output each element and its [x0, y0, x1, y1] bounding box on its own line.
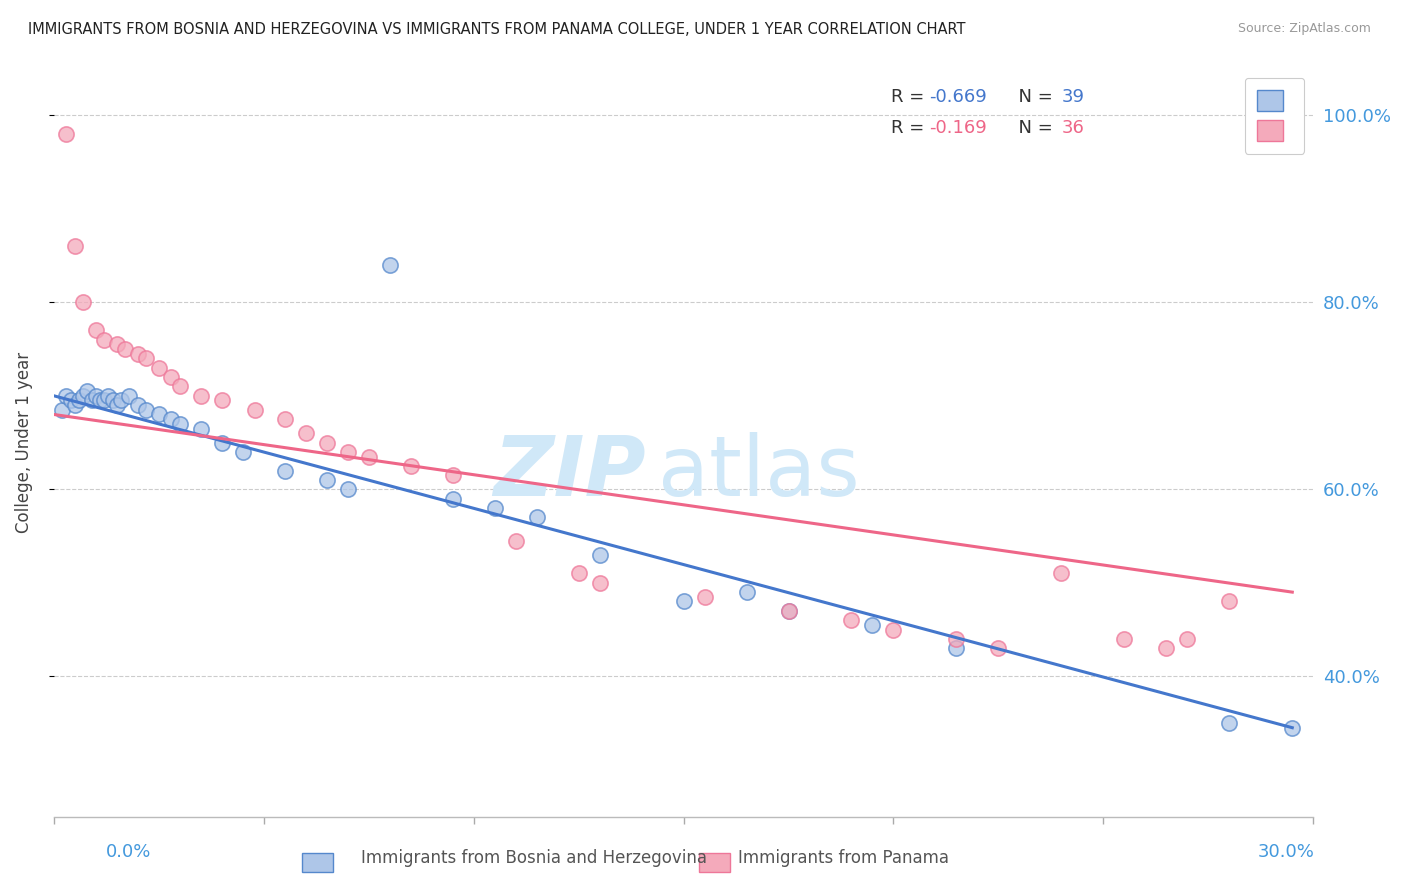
Text: R =: R = [891, 88, 931, 106]
Point [190, 421, 212, 435]
Point [1175, 632, 1198, 646]
Point [1114, 632, 1136, 646]
Point [211, 435, 233, 450]
Point [160, 370, 183, 384]
Point [51, 402, 73, 417]
Text: 39: 39 [1062, 88, 1084, 106]
Point [80, 393, 103, 408]
Point [336, 483, 359, 497]
Point [1050, 566, 1073, 581]
Point [357, 450, 380, 464]
Point [568, 566, 591, 581]
Legend: , : , [1244, 78, 1305, 153]
Point [118, 389, 141, 403]
Point [76, 384, 98, 398]
Point [89, 393, 111, 408]
Point [672, 594, 695, 608]
Point [274, 464, 297, 478]
Point [72, 295, 94, 310]
Point [135, 402, 157, 417]
Point [1218, 716, 1240, 731]
Point [245, 402, 267, 417]
Point [378, 258, 401, 272]
Text: N =: N = [1007, 88, 1059, 106]
Text: R =: R = [891, 120, 931, 137]
Point [232, 445, 254, 459]
Point [441, 468, 464, 483]
Point [841, 613, 863, 627]
Y-axis label: College, Under 1 year: College, Under 1 year [15, 352, 32, 533]
Point [441, 491, 464, 506]
Point [101, 393, 124, 408]
Point [505, 533, 527, 548]
Point [127, 347, 149, 361]
Point [315, 435, 337, 450]
Point [67, 393, 90, 408]
Point [693, 590, 716, 604]
Point [160, 412, 183, 426]
Point [211, 393, 233, 408]
Text: ZIP: ZIP [494, 432, 645, 513]
Point [588, 575, 610, 590]
Point [135, 351, 157, 366]
Point [1281, 721, 1303, 735]
Point [315, 473, 337, 487]
Text: -0.169: -0.169 [929, 120, 987, 137]
Point [72, 389, 94, 403]
Text: 36: 36 [1062, 120, 1084, 137]
Point [294, 426, 316, 441]
Point [105, 337, 128, 351]
Point [1218, 594, 1240, 608]
Point [105, 398, 128, 412]
Point [336, 445, 359, 459]
Point [55, 127, 77, 141]
Point [63, 239, 86, 253]
Text: Immigrants from Bosnia and Herzegovina: Immigrants from Bosnia and Herzegovina [361, 849, 707, 867]
Point [882, 623, 904, 637]
Point [987, 641, 1010, 656]
Text: 0.0%: 0.0% [105, 843, 150, 861]
Text: Source: ZipAtlas.com: Source: ZipAtlas.com [1237, 22, 1371, 36]
Text: N =: N = [1007, 120, 1059, 137]
Point [84, 323, 107, 337]
Text: -0.669: -0.669 [929, 88, 987, 106]
Point [63, 398, 86, 412]
Point [526, 510, 548, 524]
Point [114, 342, 136, 356]
Point [127, 398, 149, 412]
Point [945, 632, 967, 646]
Point [84, 389, 107, 403]
Point [274, 412, 297, 426]
Point [190, 389, 212, 403]
Point [484, 500, 506, 515]
Point [148, 408, 170, 422]
Point [110, 393, 132, 408]
Text: 30.0%: 30.0% [1258, 843, 1315, 861]
Point [945, 641, 967, 656]
Text: atlas: atlas [658, 432, 860, 513]
Point [55, 389, 77, 403]
Point [169, 379, 191, 393]
Point [778, 604, 800, 618]
Point [93, 393, 115, 408]
Point [778, 604, 800, 618]
Point [862, 618, 884, 632]
Point [148, 360, 170, 375]
Point [97, 389, 120, 403]
Point [399, 458, 422, 473]
Point [1156, 641, 1178, 656]
Text: IMMIGRANTS FROM BOSNIA AND HERZEGOVINA VS IMMIGRANTS FROM PANAMA COLLEGE, UNDER : IMMIGRANTS FROM BOSNIA AND HERZEGOVINA V… [28, 22, 966, 37]
Point [169, 417, 191, 431]
Text: Immigrants from Panama: Immigrants from Panama [738, 849, 949, 867]
Point [93, 333, 115, 347]
Point [735, 585, 758, 599]
Point [59, 393, 82, 408]
Point [588, 548, 610, 562]
